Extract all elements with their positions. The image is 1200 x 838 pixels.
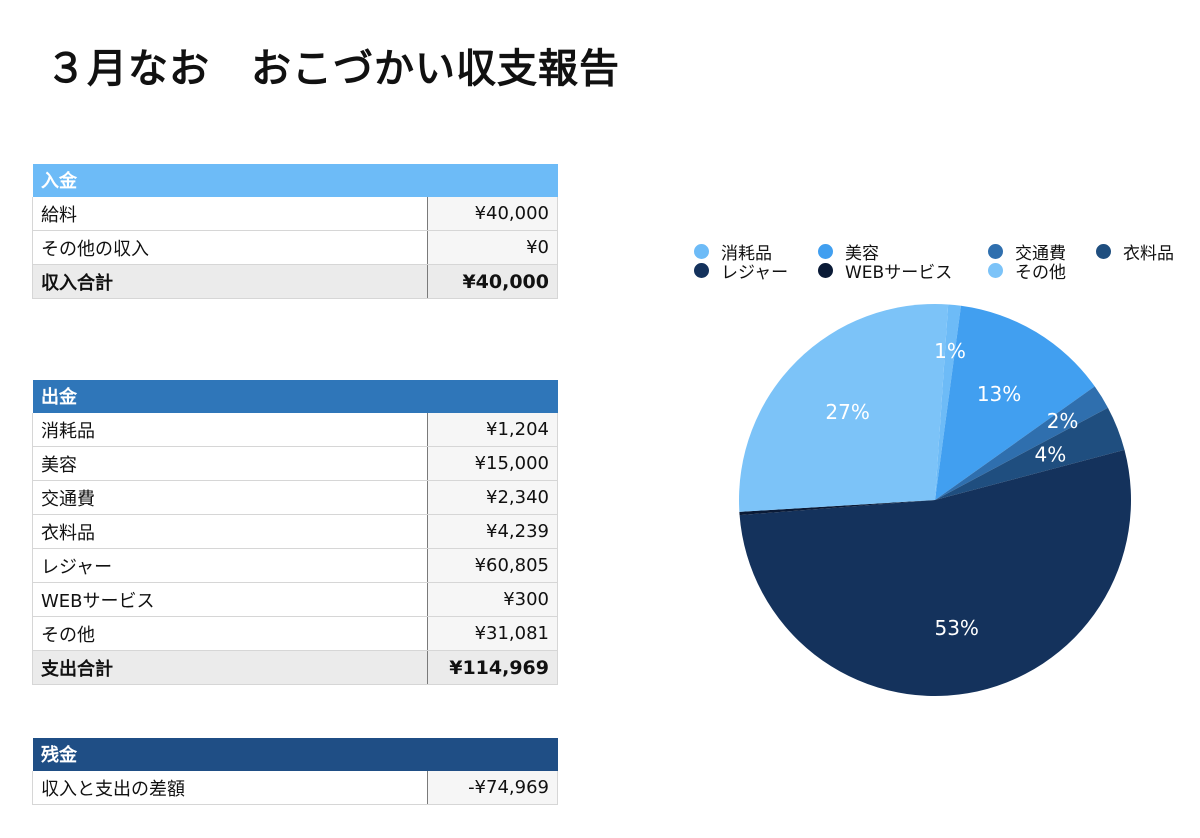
legend-swatch <box>988 244 1003 259</box>
total-label: 支出合計 <box>32 650 428 685</box>
expense-total-row: 支出合計 ¥114,969 <box>32 650 558 685</box>
legend-swatch <box>818 244 833 259</box>
pie-percent-label: 4% <box>1035 443 1067 467</box>
row-value: ¥15,000 <box>427 446 558 481</box>
legend-item: 美容 <box>818 239 988 264</box>
expense-header: 出金 <box>32 379 558 413</box>
chart-legend: 消耗品 美容 交通費 衣料品レジャー WEBサービス その他 <box>694 239 1194 283</box>
pie-slice <box>739 449 1131 696</box>
legend-item: レジャー <box>694 258 818 283</box>
income-header: 入金 <box>32 163 558 197</box>
legend-label: 美容 <box>845 244 879 264</box>
table-row: 給料 ¥40,000 <box>32 196 558 231</box>
total-value: ¥114,969 <box>427 650 558 685</box>
expense-pie-chart: 1% 13% 2% 4% 53% 27% <box>739 304 1131 696</box>
row-label: 消耗品 <box>32 412 428 447</box>
pie-percent-label: 13% <box>977 382 1021 406</box>
balance-header: 残金 <box>32 737 558 771</box>
row-label: 給料 <box>32 196 428 231</box>
income-table: 入金 給料 ¥40,000 その他の収入 ¥0 収入合計 ¥40,000 <box>32 163 558 299</box>
row-value: ¥40,000 <box>427 196 558 231</box>
row-label: レジャー <box>32 548 428 583</box>
table-row: その他 ¥31,081 <box>32 616 558 651</box>
table-row: 衣料品 ¥4,239 <box>32 514 558 549</box>
row-label: その他の収入 <box>32 230 428 265</box>
legend-swatch <box>818 263 833 278</box>
table-row: 消耗品 ¥1,204 <box>32 412 558 447</box>
table-row: 収入と支出の差額 -¥74,969 <box>32 770 558 805</box>
row-value: ¥4,239 <box>427 514 558 549</box>
legend-label: レジャー <box>721 263 789 283</box>
row-value: ¥60,805 <box>427 548 558 583</box>
pie-percent-label: 27% <box>825 400 869 424</box>
legend-label: WEBサービス <box>845 263 953 283</box>
legend-item: 衣料品 <box>1096 239 1174 264</box>
legend-label: 交通費 <box>1015 244 1066 264</box>
legend-row: 消耗品 美容 交通費 衣料品 <box>694 239 1194 264</box>
pie-slice <box>935 386 1108 500</box>
row-label: WEBサービス <box>32 582 428 617</box>
legend-swatch <box>988 263 1003 278</box>
pie-percent-label: 53% <box>934 616 978 640</box>
row-label: 交通費 <box>32 480 428 515</box>
row-value: -¥74,969 <box>427 770 558 805</box>
page-title: ３月なお おこづかい収支報告 <box>46 46 620 92</box>
legend-swatch <box>694 244 709 259</box>
row-value: ¥300 <box>427 582 558 617</box>
row-value: ¥2,340 <box>427 480 558 515</box>
table-row: 美容 ¥15,000 <box>32 446 558 481</box>
row-label: 衣料品 <box>32 514 428 549</box>
row-value: ¥31,081 <box>427 616 558 651</box>
legend-item: WEBサービス <box>818 258 988 283</box>
legend-item: 消耗品 <box>694 239 818 264</box>
table-row: WEBサービス ¥300 <box>32 582 558 617</box>
legend-row: レジャー WEBサービス その他 <box>694 258 1194 283</box>
legend-item: その他 <box>988 258 1096 283</box>
income-total-row: 収入合計 ¥40,000 <box>32 264 558 299</box>
legend-item: 交通費 <box>988 239 1096 264</box>
row-value: ¥0 <box>427 230 558 265</box>
legend-swatch <box>1096 244 1111 259</box>
balance-table: 残金 収入と支出の差額 -¥74,969 <box>32 737 558 805</box>
pie-slice <box>935 304 961 500</box>
row-label: 収入と支出の差額 <box>32 770 428 805</box>
legend-label: 消耗品 <box>721 244 772 264</box>
pie-percent-label: 1% <box>934 339 966 363</box>
expense-table: 出金 消耗品 ¥1,204 美容 ¥15,000 交通費 ¥2,340 衣料品 … <box>32 379 558 685</box>
total-label: 収入合計 <box>32 264 428 299</box>
row-value: ¥1,204 <box>427 412 558 447</box>
table-row: 交通費 ¥2,340 <box>32 480 558 515</box>
pie-slice <box>935 407 1125 500</box>
table-row: レジャー ¥60,805 <box>32 548 558 583</box>
pie-slice <box>739 304 949 512</box>
pie-percent-label: 2% <box>1047 409 1079 433</box>
row-label: その他 <box>32 616 428 651</box>
legend-swatch <box>694 263 709 278</box>
legend-label: 衣料品 <box>1123 244 1174 264</box>
row-label: 美容 <box>32 446 428 481</box>
legend-label: その他 <box>1015 263 1066 283</box>
table-row: その他の収入 ¥0 <box>32 230 558 265</box>
pie-slice <box>935 305 1095 500</box>
total-value: ¥40,000 <box>427 264 558 299</box>
pie-slice <box>739 500 935 516</box>
